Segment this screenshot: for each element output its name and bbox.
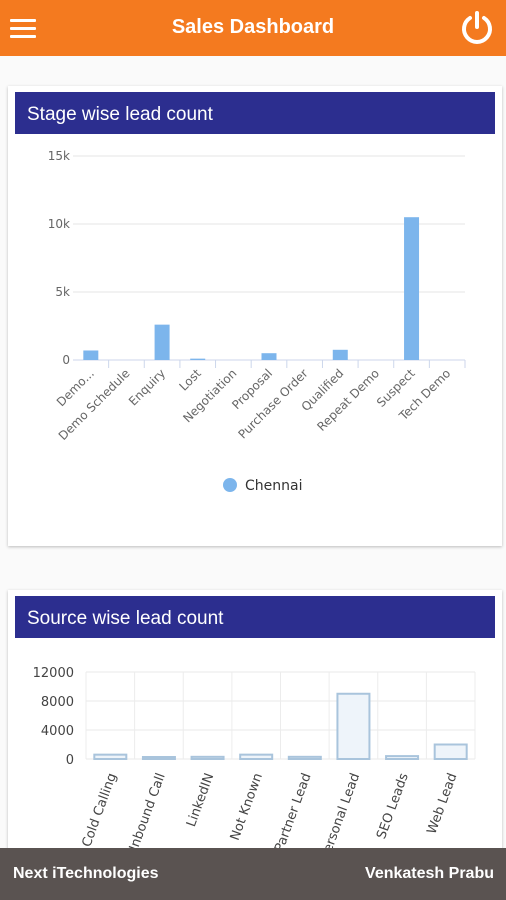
source-chart-title: Source wise lead count	[15, 596, 495, 638]
bar	[404, 217, 420, 360]
y-tick-label: 5k	[55, 285, 70, 299]
stage-chart-title: Stage wise lead count	[15, 92, 495, 134]
x-tick-label: Lost	[176, 366, 204, 394]
y-tick-label: 0	[66, 753, 74, 768]
bar	[239, 753, 274, 760]
bar	[336, 692, 371, 760]
x-tick-label: Enquiry	[126, 366, 168, 408]
legend-marker	[223, 478, 237, 492]
y-tick-label: 15k	[48, 149, 70, 163]
x-tick-label: Web Lead	[425, 771, 461, 836]
x-tick-label: LinkedIN	[184, 771, 217, 829]
x-tick-label: Inbound Call	[127, 771, 169, 853]
bar	[190, 358, 206, 360]
bar	[385, 755, 420, 761]
page-title: Sales Dashboard	[171, 16, 335, 38]
bar	[261, 353, 277, 360]
source-chart-card: Source wise lead count 0 4000 8000 12000 Col…	[8, 590, 502, 890]
y-tick-label: 12000	[33, 666, 74, 681]
x-tick-label: Not Known	[228, 771, 266, 842]
app-bar: Sales Dashboard	[0, 0, 506, 56]
bar	[287, 755, 322, 760]
menu-icon[interactable]	[10, 14, 40, 42]
y-tick-label: 0	[62, 353, 70, 367]
x-tick-label: Repeat Demo	[314, 366, 382, 434]
x-tick-label: SEO Leads	[374, 771, 412, 841]
bar	[141, 756, 176, 760]
source-chart: 0 4000 8000 12000 Cold Calling Inbound Call Li…	[33, 666, 476, 862]
y-tick-label: 4000	[41, 724, 74, 739]
bar	[190, 755, 225, 760]
power-icon[interactable]	[458, 9, 496, 47]
y-tick-label: 8000	[41, 695, 74, 710]
legend-label: Chennai	[245, 478, 302, 494]
footer: Next iTechnologies Venkatesh Prabu	[0, 848, 506, 900]
y-tick-label: 10k	[48, 217, 70, 231]
x-tick-label: Cold Calling	[80, 771, 121, 849]
stage-chart-card: Stage wise lead count 0 5k 10k 15k Demo... De…	[8, 86, 502, 546]
bar	[332, 349, 348, 360]
bar	[154, 324, 170, 360]
x-tick-label: Partner Lead	[272, 771, 314, 854]
bar	[83, 350, 99, 360]
company-name: Next iTechnologies	[13, 865, 159, 882]
user-name: Venkatesh Prabu	[365, 865, 494, 882]
bar	[93, 753, 128, 760]
bar	[433, 743, 468, 760]
